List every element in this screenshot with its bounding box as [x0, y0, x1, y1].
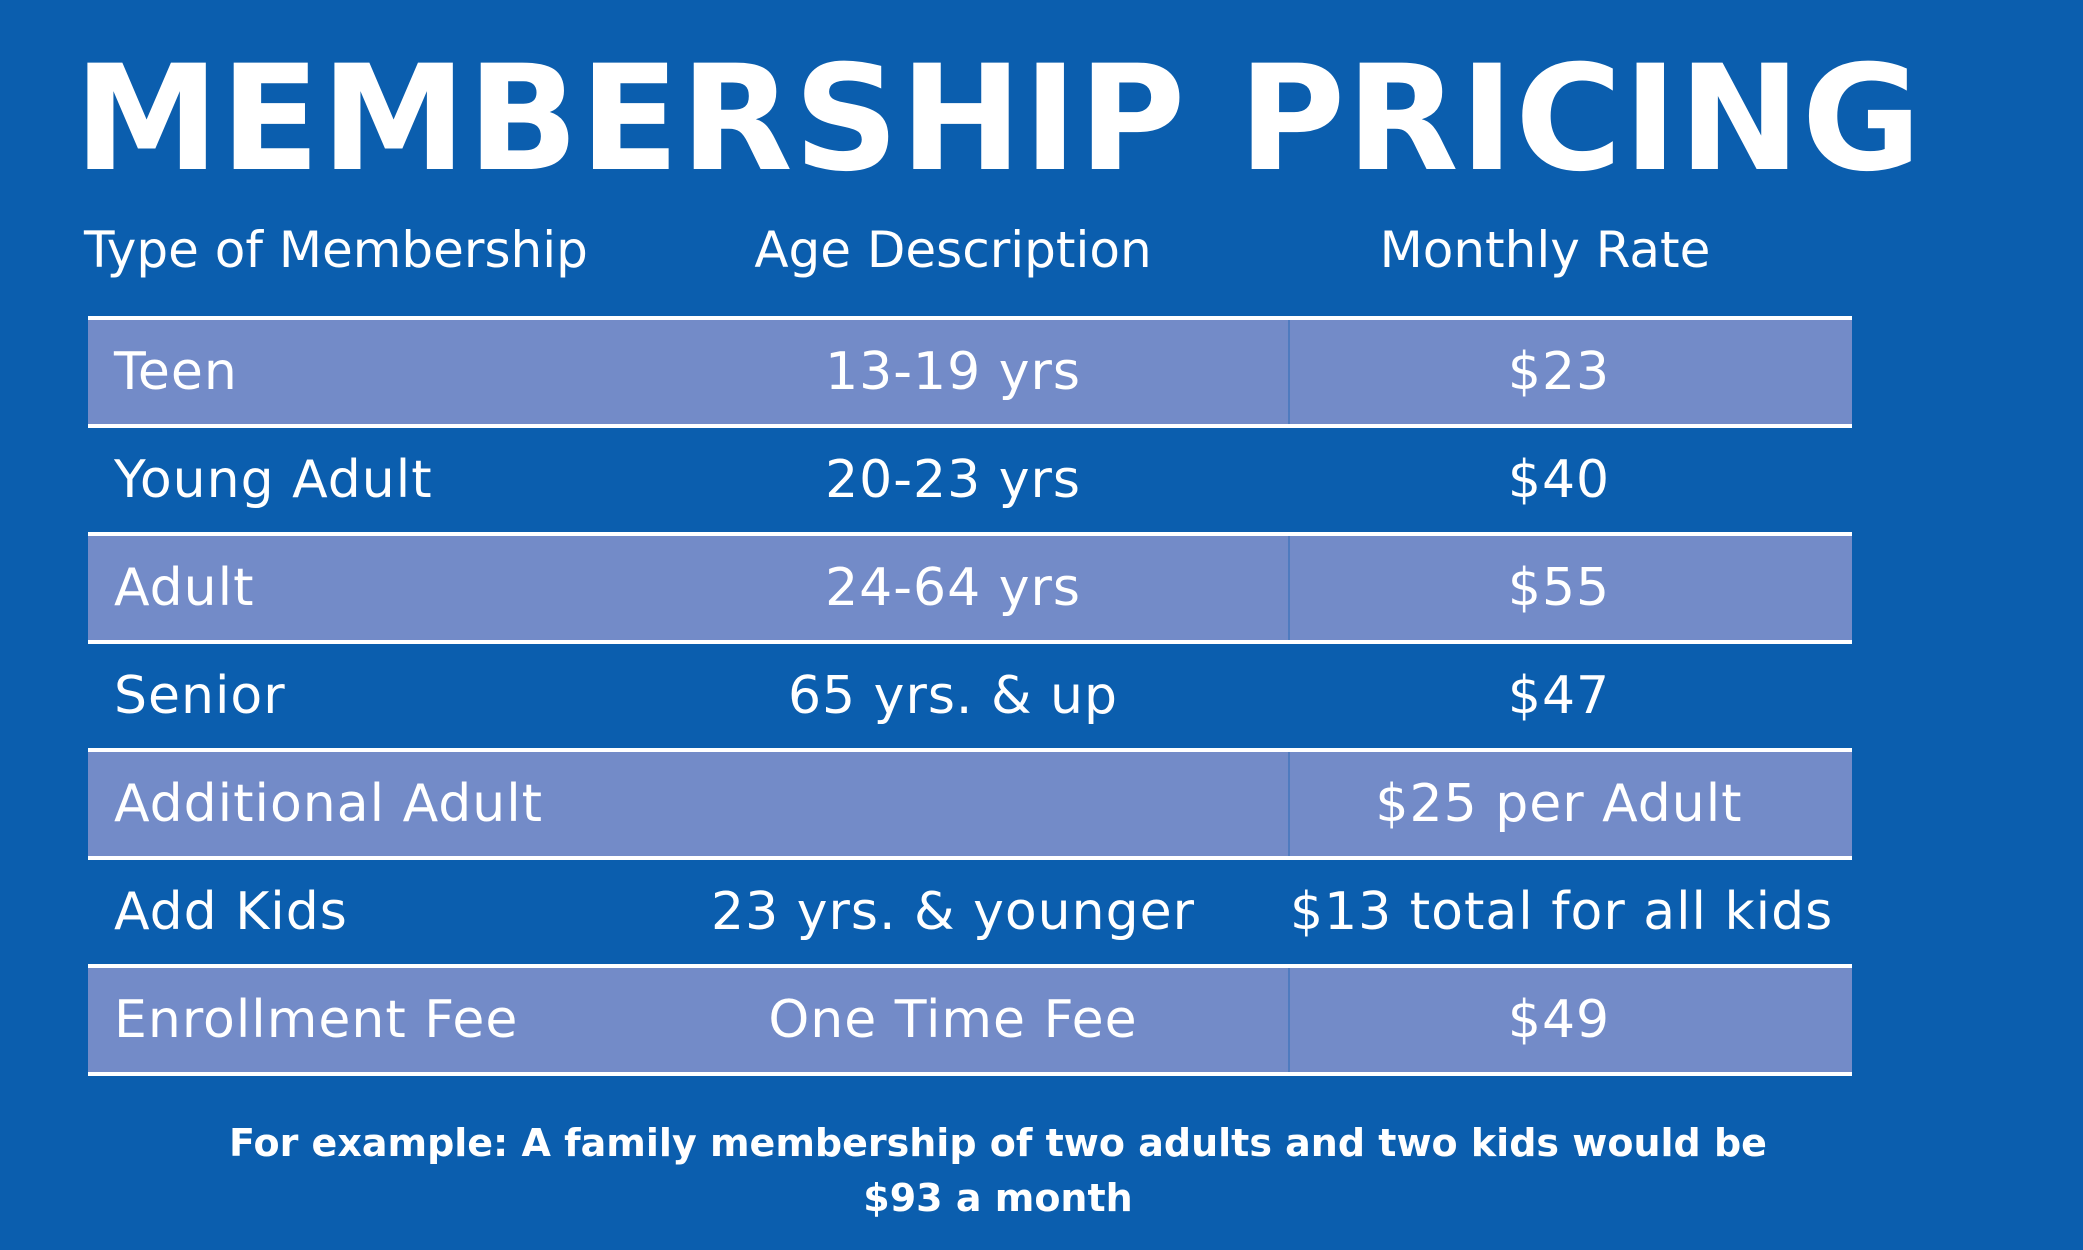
membership-type: Senior [114, 666, 286, 726]
age-description: 13-19 yrs [825, 342, 1081, 402]
membership-type: Additional Adult [114, 774, 544, 834]
example-note: For example: A family membership of two … [0, 1116, 1996, 1226]
table-row-additional-adult: Additional Adult $25 per Adult [88, 748, 1852, 856]
column-divider [1288, 968, 1290, 1072]
monthly-rate: $40 [1507, 450, 1611, 510]
monthly-rate: $25 per Adult [1375, 774, 1743, 834]
column-header-rate: Monthly Rate [1379, 221, 1711, 279]
example-note-line2: $93 a month [863, 1176, 1133, 1220]
pricing-table: Teen 13-19 yrs $23 Young Adult 20-23 yrs… [88, 316, 1852, 1076]
age-description: One Time Fee [768, 990, 1138, 1050]
age-description: 24-64 yrs [825, 558, 1081, 618]
membership-type: Young Adult [114, 450, 433, 510]
age-description: 20-23 yrs [825, 450, 1081, 510]
column-header-age: Age Description [754, 221, 1152, 279]
table-row-senior: Senior 65 yrs. & up $47 [88, 640, 1852, 748]
example-note-line1: For example: A family membership of two … [229, 1121, 1767, 1165]
monthly-rate: $13 total for all kids [1290, 882, 1834, 942]
table-row-teen: Teen 13-19 yrs $23 [88, 316, 1852, 424]
age-description: 23 yrs. & younger [711, 882, 1195, 942]
monthly-rate: $49 [1507, 990, 1611, 1050]
age-description [680, 752, 1226, 856]
column-divider [1288, 320, 1290, 424]
membership-type: Adult [114, 558, 255, 618]
column-divider [1288, 428, 1290, 532]
monthly-rate: $55 [1507, 558, 1611, 618]
table-row-enrollment-fee: Enrollment Fee One Time Fee $49 [88, 964, 1852, 1076]
monthly-rate: $47 [1507, 666, 1611, 726]
column-header-type: Type of Membership [84, 221, 588, 279]
column-divider [1288, 644, 1290, 748]
monthly-rate: $23 [1507, 342, 1611, 402]
table-row-adult: Adult 24-64 yrs $55 [88, 532, 1852, 640]
membership-type: Add Kids [114, 882, 348, 942]
column-divider [1288, 536, 1290, 640]
membership-type: Teen [114, 342, 238, 402]
column-divider [1288, 752, 1290, 856]
age-description: 65 yrs. & up [787, 666, 1119, 726]
column-divider [1288, 860, 1290, 964]
table-row-add-kids: Add Kids 23 yrs. & younger $13 total for… [88, 856, 1852, 964]
page-title: MEMBERSHIP PRICING [74, 34, 1923, 204]
membership-type: Enrollment Fee [114, 990, 519, 1050]
table-row-young-adult: Young Adult 20-23 yrs $40 [88, 424, 1852, 532]
